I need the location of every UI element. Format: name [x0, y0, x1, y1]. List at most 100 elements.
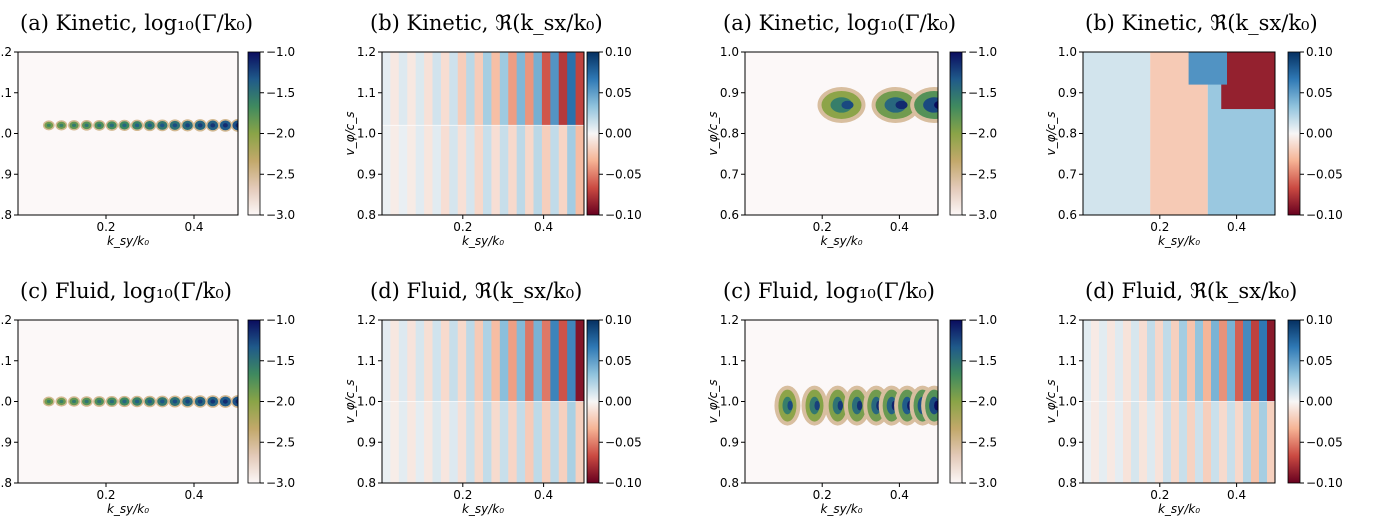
y-tick-label: 1.0 [720, 45, 739, 59]
growth-blob-core [160, 123, 165, 128]
panel-title: (c) Fluid, log₁₀(Γ/k₀) [20, 279, 232, 303]
field-stripe [432, 320, 442, 402]
y-axis-label: v_φ/c_s [1044, 380, 1058, 424]
colorbar [1287, 51, 1301, 216]
field-stripe [415, 401, 426, 483]
colorbar-tick-label: −2.0 [266, 395, 295, 409]
field-stripe [1195, 320, 1204, 402]
field-stripe [457, 401, 468, 483]
colorbar-tick-label: −2.0 [968, 127, 997, 141]
field-stripe [1115, 401, 1124, 483]
heatmap-area [1083, 52, 1275, 215]
field-stripe [541, 52, 552, 126]
panel-3: (a) Kinetic, log₁₀(Γ/k₀) 0.6 0.7 0.8 0.9 1.0 0… [706, 11, 997, 248]
colorbar-tick-label: −0.10 [1306, 208, 1343, 222]
x-tick-label: 0.4 [890, 488, 909, 502]
x-axis-label: k_sy/k₀ [107, 502, 149, 516]
field-stripe [424, 52, 434, 126]
growth-blob-core [134, 399, 140, 404]
field-stripe [1155, 401, 1164, 483]
growth-blob-core [235, 123, 238, 128]
field-stripe [525, 401, 535, 483]
colorbar-tick-label: −1.0 [266, 313, 295, 327]
growth-blob-core [222, 123, 228, 128]
colorbar-tick-label: 0.10 [605, 45, 632, 59]
field-stripe [407, 52, 417, 126]
y-tick-label: 1.1 [1058, 354, 1077, 368]
colorbar-tick-label: −1.5 [266, 86, 295, 100]
growth-blob-core [222, 399, 228, 404]
heatmap-area [1083, 320, 1275, 483]
field-stripe [558, 52, 569, 126]
field-stripe [1187, 320, 1196, 402]
field-stripe [1267, 401, 1275, 483]
y-axis-label: v_φ/c_s [706, 112, 720, 156]
x-tick-label: 0.2 [453, 220, 472, 234]
field-stripe [382, 52, 392, 126]
field-stripe [567, 320, 577, 402]
colorbar-tick-label: −0.05 [1306, 167, 1343, 181]
field-stripe [525, 125, 535, 215]
field-stripe [516, 52, 527, 126]
x-tick-label: 0.2 [96, 220, 115, 234]
y-tick-label: 1.1 [0, 354, 12, 368]
field-stripe [424, 401, 434, 483]
growth-blob-core [197, 123, 203, 128]
field-stripe [474, 401, 484, 483]
y-tick-label: 0.8 [357, 208, 376, 222]
field-stripe [474, 52, 484, 126]
y-tick-label: 1.0 [1058, 395, 1077, 409]
field-stripe [407, 320, 417, 402]
field-stripe [440, 125, 451, 215]
field-stripe [1235, 401, 1244, 483]
growth-blob-peak [814, 400, 820, 411]
y-tick-label: 0.6 [720, 208, 739, 222]
y-tick-label: 0.6 [1058, 208, 1077, 222]
field-stripe [432, 52, 442, 126]
field-stripe [1099, 320, 1108, 402]
field-stripe [558, 125, 569, 215]
field-stripe [432, 125, 442, 215]
field-stripe [474, 320, 484, 402]
field-stripe [1107, 401, 1116, 483]
field-stripe [424, 320, 434, 402]
field-stripe [432, 401, 442, 483]
growth-blob-peak [837, 400, 844, 411]
colorbar-tick-label: −1.0 [266, 45, 295, 59]
field-stripe [466, 125, 476, 215]
field-stripe [1211, 401, 1220, 483]
panel-title: (a) Kinetic, log₁₀(Γ/k₀) [723, 11, 956, 35]
panel-title: (d) Fluid, ℜ(k_sx/k₀) [370, 279, 582, 303]
field-stripe [1131, 320, 1140, 402]
growth-blob-core [147, 399, 152, 404]
field-stripe [1123, 320, 1132, 402]
growth-blob-core [71, 399, 77, 404]
field-stripe [1147, 401, 1156, 483]
growth-blob-peak [841, 100, 854, 110]
colorbar [247, 319, 261, 484]
field-stripe [407, 401, 417, 483]
field-stripe [567, 401, 577, 483]
field-stripe [382, 320, 392, 402]
y-tick-label: 1.1 [0, 86, 12, 100]
field-stripe [1259, 320, 1268, 402]
x-tick-label: 0.4 [184, 220, 203, 234]
x-axis-label: k_sy/k₀ [107, 234, 149, 248]
y-axis-label: v_φ/c_s [706, 380, 720, 424]
field-stripe [449, 401, 459, 483]
field-stripe [508, 320, 518, 402]
x-tick-label: 0.4 [1227, 488, 1246, 502]
field-stripe [483, 125, 493, 215]
growth-blob-core [97, 399, 102, 404]
field-stripe [575, 401, 584, 483]
y-axis-label: v_φ/c_s [343, 112, 357, 156]
y-tick-label: 0.9 [357, 167, 376, 181]
field-stripe [1099, 401, 1108, 483]
y-tick-label: 1.2 [1058, 313, 1077, 327]
field-stripe [390, 401, 400, 483]
field-stripe [558, 401, 569, 483]
field-stripe [449, 52, 459, 126]
heatmap-background [18, 52, 238, 215]
y-tick-label: 1.2 [0, 313, 12, 327]
field-stripe [1115, 320, 1124, 402]
